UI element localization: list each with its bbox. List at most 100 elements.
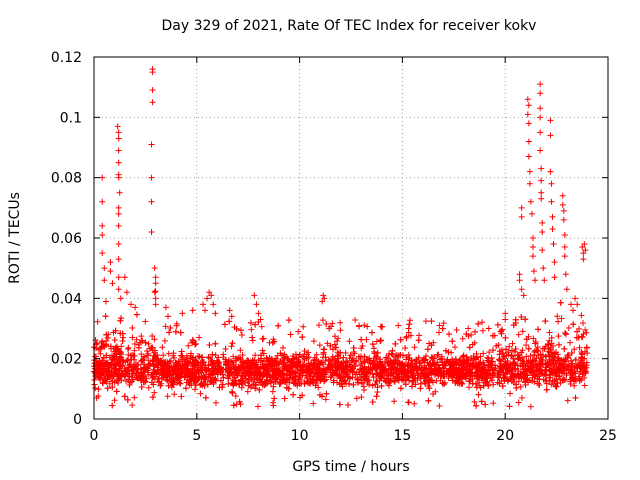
data-point xyxy=(541,277,548,284)
y-tick-label: 0.12 xyxy=(51,50,82,66)
data-point xyxy=(469,380,476,387)
data-point xyxy=(364,380,371,387)
data-point xyxy=(397,352,404,359)
data-point xyxy=(562,271,569,278)
data-point xyxy=(394,373,401,380)
data-point xyxy=(416,365,423,372)
data-point xyxy=(552,382,559,389)
x-tick-label: 25 xyxy=(599,428,617,444)
x-tick-label: 10 xyxy=(291,428,309,444)
data-point xyxy=(149,394,156,401)
data-point xyxy=(543,372,550,379)
data-point xyxy=(192,386,199,393)
data-point xyxy=(446,331,453,338)
data-point xyxy=(152,274,159,281)
data-point xyxy=(578,364,585,371)
data-point xyxy=(327,364,334,371)
data-point xyxy=(171,391,178,398)
data-point xyxy=(458,379,465,386)
data-point xyxy=(499,383,506,390)
data-point xyxy=(177,329,184,336)
data-point xyxy=(435,351,442,358)
data-point xyxy=(412,381,419,388)
data-point xyxy=(387,366,394,373)
data-point xyxy=(144,352,151,359)
data-point xyxy=(145,369,152,376)
data-point xyxy=(346,338,353,345)
data-point xyxy=(332,333,339,340)
data-point xyxy=(453,371,460,378)
data-point xyxy=(563,286,570,293)
data-point xyxy=(546,329,553,336)
data-point xyxy=(91,376,98,383)
data-point xyxy=(220,354,227,361)
data-point xyxy=(454,379,461,386)
data-point xyxy=(342,350,349,357)
data-point xyxy=(508,378,515,385)
data-points xyxy=(91,66,591,410)
data-point xyxy=(158,367,165,374)
data-point xyxy=(115,274,122,281)
data-point xyxy=(137,339,144,346)
data-point xyxy=(468,355,475,362)
data-point xyxy=(234,368,241,375)
data-point xyxy=(325,356,332,363)
data-point xyxy=(570,307,577,314)
data-point xyxy=(513,384,520,391)
data-point xyxy=(332,362,339,369)
data-point xyxy=(153,370,160,377)
data-point xyxy=(308,359,315,366)
data-point xyxy=(171,377,178,384)
data-point xyxy=(495,374,502,381)
data-point xyxy=(115,135,122,142)
data-point xyxy=(361,354,368,361)
data-point xyxy=(515,331,522,338)
data-point xyxy=(422,366,429,373)
data-point xyxy=(450,372,457,379)
data-point xyxy=(319,298,326,305)
data-point xyxy=(567,339,574,346)
data-point xyxy=(391,378,398,385)
data-point xyxy=(385,382,392,389)
data-point xyxy=(212,368,219,375)
data-point xyxy=(562,330,569,337)
data-point xyxy=(329,346,336,353)
data-point xyxy=(553,383,560,390)
data-point xyxy=(310,373,317,380)
data-point xyxy=(278,352,285,359)
data-point xyxy=(490,381,497,388)
data-point xyxy=(434,359,441,366)
data-point xyxy=(510,355,517,362)
data-point xyxy=(477,353,484,360)
data-point xyxy=(546,356,553,363)
data-point xyxy=(165,382,172,389)
data-point xyxy=(449,338,456,345)
data-point xyxy=(310,400,317,407)
data-point xyxy=(576,344,583,351)
data-point xyxy=(408,368,415,375)
data-point xyxy=(295,328,302,335)
data-point xyxy=(527,198,534,205)
data-point xyxy=(147,360,154,367)
data-point xyxy=(138,351,145,358)
data-point xyxy=(299,392,306,399)
data-point xyxy=(546,349,553,356)
data-point xyxy=(505,351,512,358)
data-point xyxy=(530,268,537,275)
data-point xyxy=(303,355,310,362)
data-point xyxy=(294,358,301,365)
data-point xyxy=(447,362,454,369)
data-point xyxy=(361,322,368,329)
data-point xyxy=(287,365,294,372)
data-point xyxy=(445,349,452,356)
data-point xyxy=(441,361,448,368)
data-point xyxy=(148,174,155,181)
data-point xyxy=(537,81,544,88)
data-point xyxy=(299,334,306,341)
data-point xyxy=(516,277,523,284)
data-point xyxy=(266,339,273,346)
data-point xyxy=(152,288,159,295)
data-point xyxy=(338,365,345,372)
data-point xyxy=(555,364,562,371)
